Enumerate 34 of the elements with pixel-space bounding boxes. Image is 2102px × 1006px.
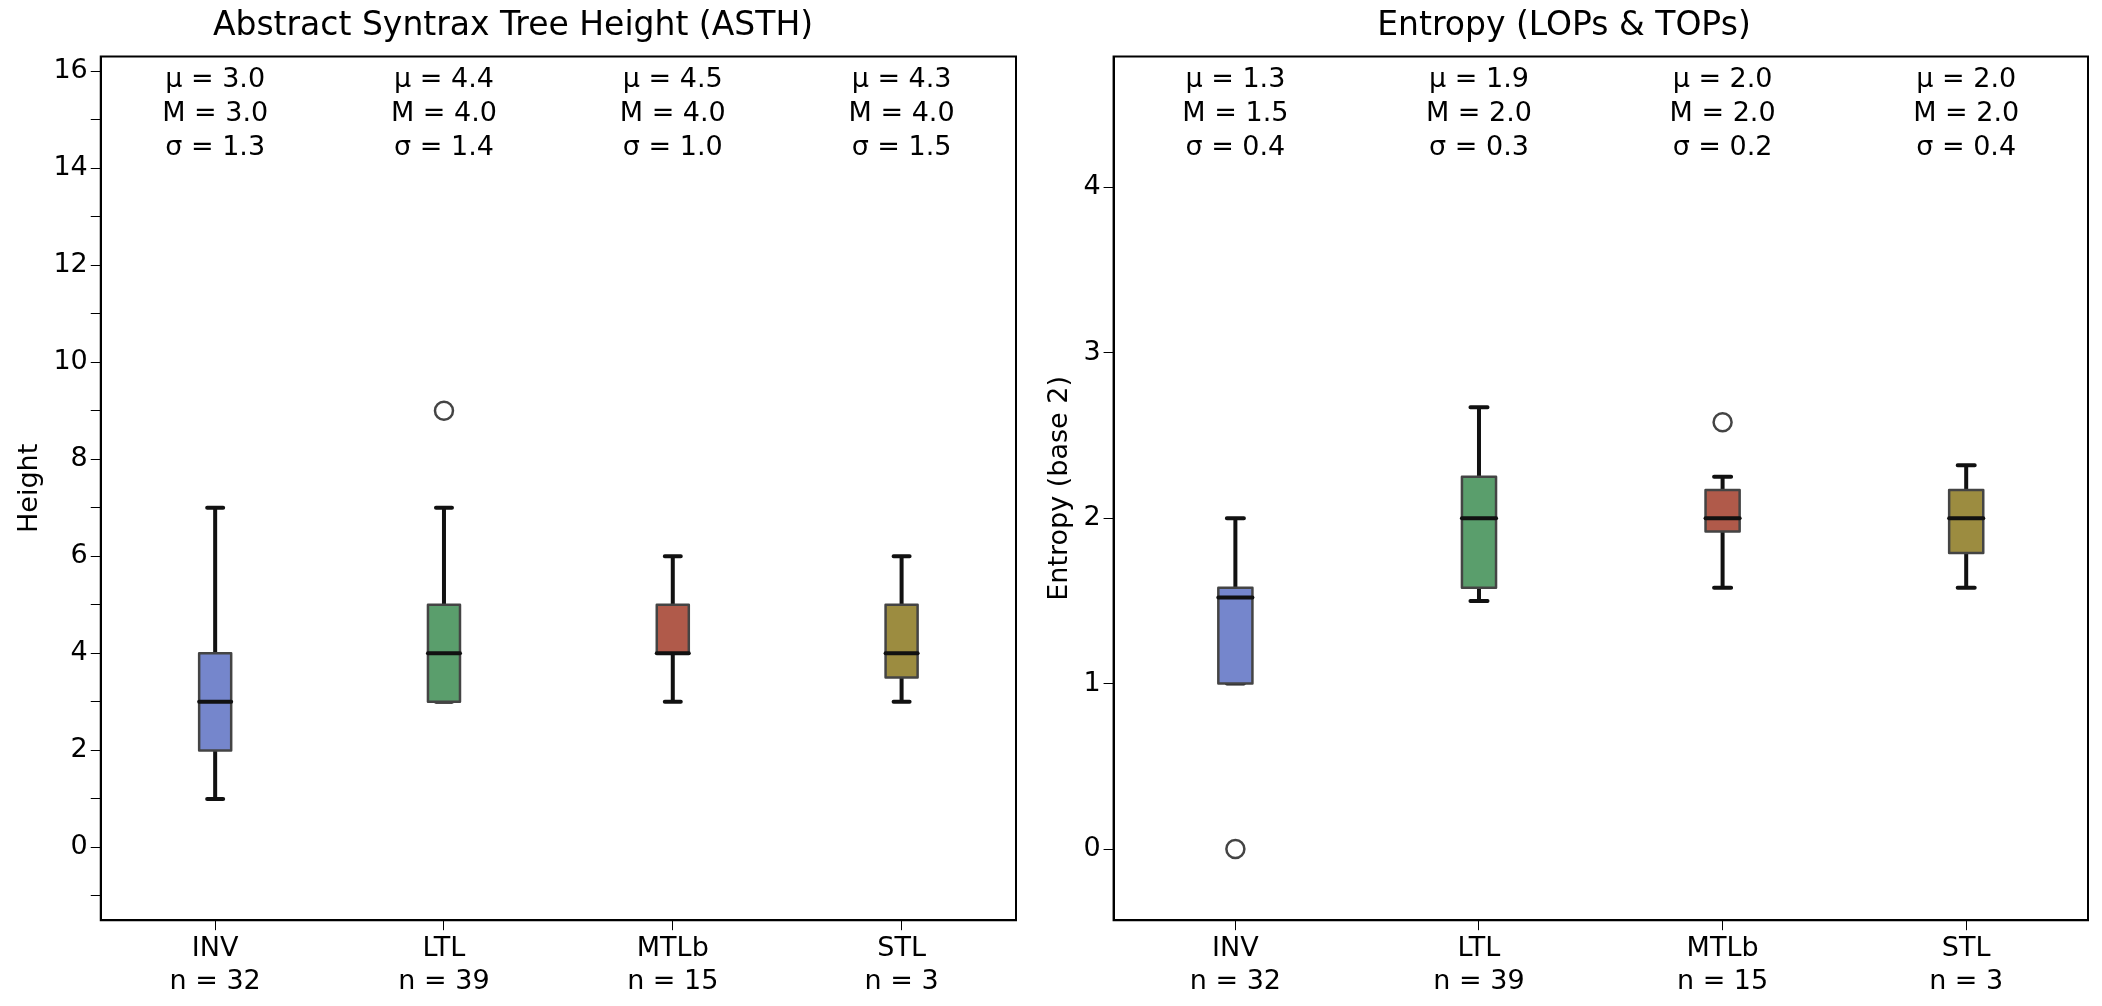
annotation: μ = 1.9 M = 2.0 σ = 0.3 [1425,62,1532,162]
x-tick-label: LTL n = 39 [1433,931,1525,995]
x-tick-label: LTL n = 39 [398,931,490,995]
y-axis-title: Entropy (base 2) [1042,376,1074,601]
y-tick-label: 2 [70,732,88,764]
y-tick-label: 1 [1083,665,1101,697]
y-tick-label: 14 [53,150,88,182]
y-tick-label: 10 [53,344,88,376]
x-tick-label: INV n = 32 [169,931,261,995]
annotation: μ = 4.3 M = 4.0 σ = 1.5 [848,62,955,162]
y-tick-label: 0 [1083,831,1101,863]
y-tick-label: 0 [70,829,88,861]
x-tick-label: MTLb n = 15 [627,931,719,995]
y-tick-label: 16 [53,53,88,85]
x-tick-label: STL n = 3 [1929,931,2004,995]
annotation: μ = 3.0 M = 3.0 σ = 1.3 [162,62,269,162]
y-tick-label: 4 [70,635,88,667]
annotation: μ = 4.5 M = 4.0 σ = 1.0 [619,62,726,162]
annotation: μ = 2.0 M = 2.0 σ = 0.4 [1913,62,2020,162]
chart-title: Abstract Syntrax Tree Height (ASTH) [212,4,814,44]
x-tick-label: MTLb n = 15 [1676,931,1769,995]
annotation: μ = 2.0 M = 2.0 σ = 0.2 [1669,62,1776,162]
annotation: μ = 4.4 M = 4.0 σ = 1.4 [390,62,497,162]
x-tick-label: INV n = 32 [1189,931,1282,995]
y-tick-label: 2 [1083,500,1101,532]
y-tick-label: 8 [70,441,88,473]
y-tick-label: 3 [1083,334,1101,366]
annotation: μ = 1.3 M = 1.5 σ = 0.4 [1182,62,1289,162]
x-tick-label: STL n = 3 [864,931,939,995]
y-axis-title: Height [12,443,44,534]
y-tick-label: 6 [70,538,88,570]
y-tick-label: 12 [53,247,88,279]
y-tick-label: 4 [1083,169,1101,201]
chart-title: Entropy (LOPs & TOPs) [1377,4,1751,44]
